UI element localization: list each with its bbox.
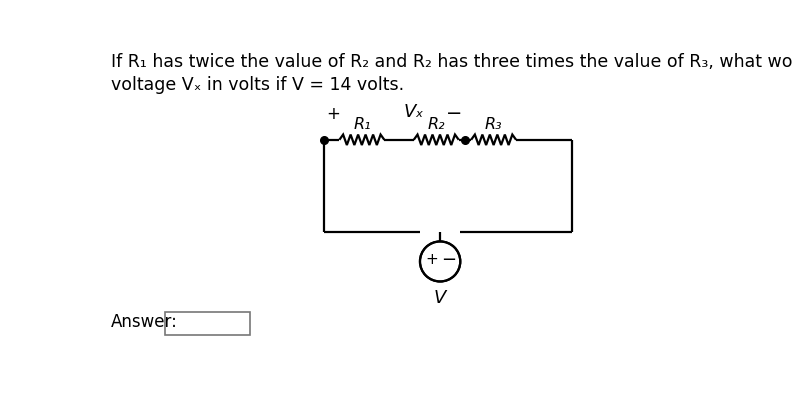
Text: V: V (434, 289, 446, 307)
Text: R₂: R₂ (427, 117, 445, 132)
Circle shape (420, 241, 460, 282)
Text: +: + (326, 105, 340, 123)
Text: −: − (441, 251, 456, 269)
Bar (165, 312, 251, 335)
Text: voltage Vₓ in volts if V = 14 volts.: voltage Vₓ in volts if V = 14 volts. (111, 76, 404, 94)
Text: If R₁ has twice the value of R₂ and R₂ has three times the value of R₃, what wou: If R₁ has twice the value of R₂ and R₂ h… (111, 53, 793, 71)
Text: R₁: R₁ (353, 117, 370, 132)
Text: +: + (425, 252, 438, 267)
Text: Answer:: Answer: (111, 313, 178, 331)
Text: Vₓ: Vₓ (404, 103, 424, 121)
Text: −: − (446, 104, 462, 123)
Text: R₃: R₃ (485, 117, 502, 132)
